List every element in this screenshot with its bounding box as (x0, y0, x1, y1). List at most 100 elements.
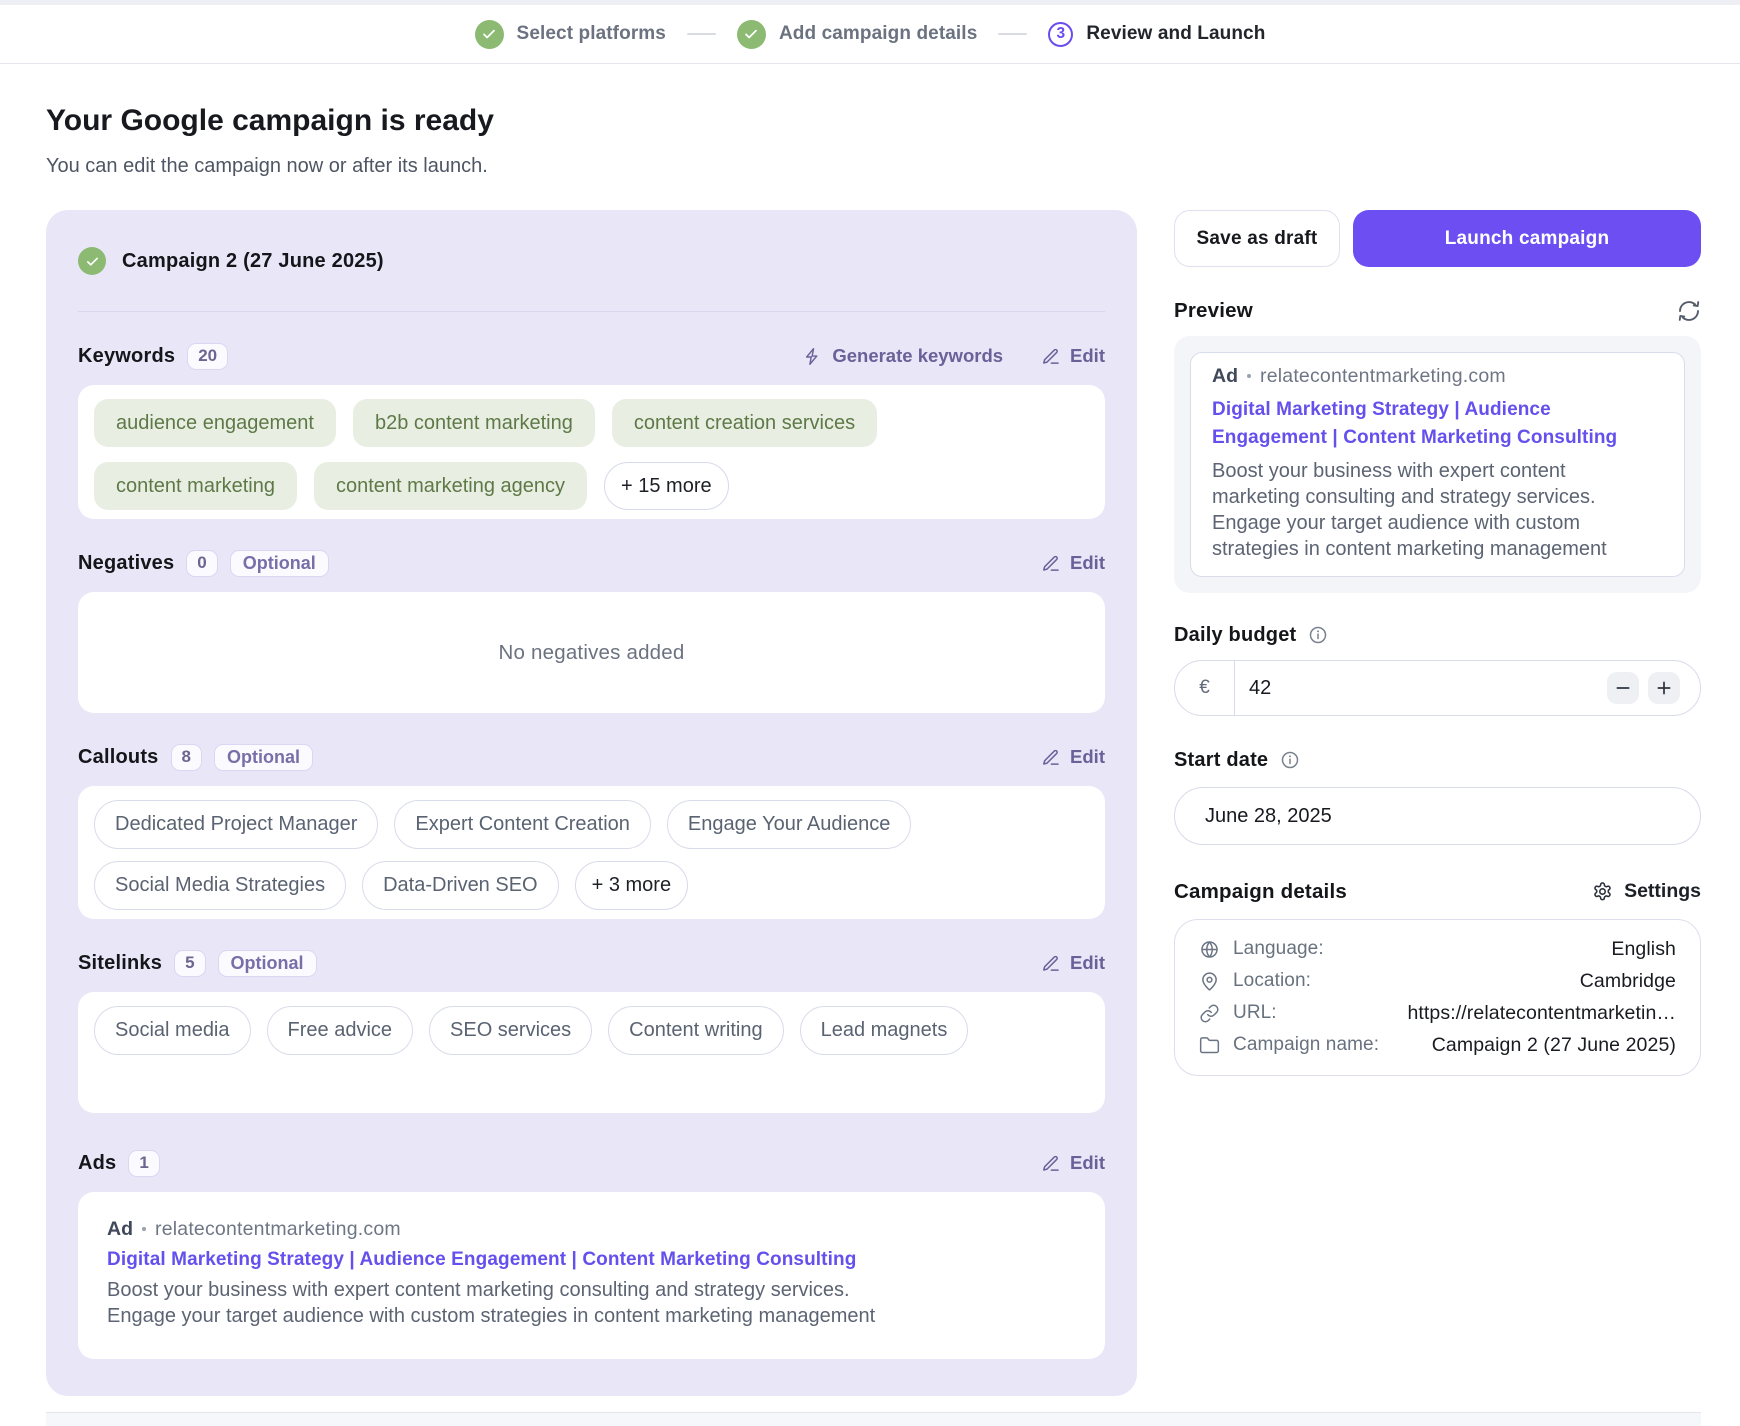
step-review-and-launch[interactable]: 3 Review and Launch (1048, 21, 1265, 47)
edit-ads-button[interactable]: Edit (1041, 1152, 1105, 1174)
daily-budget-input-group: € 42 (1174, 660, 1701, 716)
daily-budget-label-row: Daily budget (1174, 622, 1701, 648)
ad-description-line1: Boost your business with expert content … (107, 1279, 850, 1301)
ad-meta-row: Ad relatecontentmarketing.com (107, 1216, 1076, 1242)
settings-button[interactable]: Settings (1592, 880, 1701, 903)
edit-callouts-button[interactable]: Edit (1041, 746, 1105, 768)
increase-budget-button[interactable] (1648, 672, 1680, 704)
callouts-section-header: Callouts 8 Optional Edit (78, 743, 1105, 771)
step-connector (998, 33, 1028, 35)
edit-label: Edit (1070, 746, 1105, 767)
callout-chip[interactable]: Data-Driven SEO (362, 861, 559, 910)
map-pin-icon (1199, 971, 1220, 992)
sitelinks-section-header: Sitelinks 5 Optional Edit (78, 949, 1105, 977)
ad-preview-container: Ad relatecontentmarketing.com Digital Ma… (1174, 336, 1701, 593)
callouts-card: Dedicated Project Manager Expert Content… (78, 786, 1105, 919)
pencil-icon (1043, 555, 1059, 571)
keywords-section-header: Keywords 20 Generate keywords Edit (78, 342, 1105, 370)
info-icon[interactable] (1308, 625, 1328, 645)
detail-row-language: Language: English (1199, 933, 1676, 965)
edit-sitelinks-button[interactable]: Edit (1041, 952, 1105, 974)
sitelink-chip[interactable]: Content writing (608, 1006, 784, 1055)
keywords-more-button[interactable]: + 15 more (604, 462, 729, 510)
keyword-chip[interactable]: content creation services (611, 399, 878, 447)
keyword-chip[interactable]: audience engagement (94, 399, 336, 447)
campaign-check-icon (78, 247, 106, 275)
negatives-empty-text: No negatives added (498, 640, 685, 664)
ad-description-line2: Engage your target audience with custom … (1212, 512, 1607, 560)
step-add-campaign-details[interactable]: Add campaign details (736, 19, 978, 49)
callout-chip[interactable]: Social Media Strategies (94, 861, 347, 910)
decrease-budget-button[interactable] (1607, 672, 1639, 704)
sitelink-chip[interactable]: Social media (94, 1006, 251, 1055)
plus-icon (1657, 681, 1671, 695)
generate-keywords-button[interactable]: Generate keywords (803, 345, 1003, 367)
ad-separator-dot (1247, 374, 1251, 378)
detail-row-campaign-name: Campaign name: Campaign 2 (27 June 2025) (1199, 1029, 1676, 1061)
keyword-chip[interactable]: content marketing (94, 462, 297, 510)
sitelinks-card: Social media Free advice SEO services Co… (78, 992, 1105, 1113)
launch-campaign-button[interactable]: Launch campaign (1353, 210, 1701, 267)
keywords-title: Keywords (78, 344, 176, 367)
step-connector (686, 33, 716, 35)
info-icon[interactable] (1280, 750, 1300, 770)
generate-keywords-label: Generate keywords (832, 345, 1004, 366)
save-as-draft-button[interactable]: Save as draft (1174, 210, 1340, 267)
detail-value: English (1611, 937, 1676, 960)
detail-value: Cambridge (1579, 969, 1676, 992)
ad-card: Ad relatecontentmarketing.com Digital Ma… (78, 1192, 1105, 1359)
detail-label: URL: (1233, 1002, 1277, 1023)
edit-label: Edit (1070, 952, 1105, 973)
step-select-platforms[interactable]: Select platforms (474, 19, 666, 49)
callouts-optional-badge: Optional (213, 743, 313, 771)
keyword-chip[interactable]: b2b content marketing (352, 399, 595, 447)
negatives-count-badge: 0 (186, 549, 218, 577)
refresh-preview-button[interactable] (1677, 299, 1701, 323)
callouts-count-badge: 8 (170, 743, 202, 771)
ad-tag: Ad (107, 1218, 133, 1240)
sitelink-chip[interactable]: SEO services (429, 1006, 593, 1055)
callout-chip[interactable]: Dedicated Project Manager (94, 800, 379, 849)
step-label: Add campaign details (778, 23, 978, 44)
detail-label: Language: (1233, 938, 1324, 959)
step-done-check-icon (474, 19, 504, 49)
sitelink-chip[interactable]: Lead magnets (799, 1006, 969, 1055)
zap-icon (806, 347, 818, 365)
sitelinks-count-badge: 5 (174, 949, 206, 977)
detail-label: Location: (1233, 970, 1312, 991)
budget-stepper-buttons (1607, 672, 1700, 704)
campaign-details-header: Campaign details Settings (1174, 878, 1701, 905)
page-title: Your Google campaign is ready (46, 104, 494, 137)
keywords-count-badge: 20 (187, 342, 229, 370)
start-date-label-row: Start date (1174, 747, 1701, 773)
pencil-icon (1043, 955, 1059, 971)
sidebar: Save as draft Launch campaign Preview Ad… (1174, 210, 1701, 1076)
bottom-strip (46, 1412, 1701, 1426)
edit-keywords-button[interactable]: Edit (1041, 345, 1105, 367)
edit-negatives-button[interactable]: Edit (1041, 552, 1105, 574)
sitelink-chip[interactable]: Free advice (266, 1006, 414, 1055)
daily-budget-input[interactable]: 42 (1249, 676, 1272, 699)
keyword-chip[interactable]: content marketing agency (313, 462, 588, 510)
preview-title: Preview (1174, 298, 1253, 322)
callouts-more-button[interactable]: + 3 more (574, 861, 689, 910)
detail-value: Campaign 2 (27 June 2025) (1431, 1033, 1676, 1056)
ads-title: Ads (78, 1151, 117, 1174)
callout-chip[interactable]: Engage Your Audience (666, 800, 912, 849)
negatives-section-header: Negatives 0 Optional Edit (78, 549, 1105, 577)
stepper-bar: Select platforms Add campaign details 3 … (0, 5, 1740, 64)
start-date-input[interactable]: June 28, 2025 (1174, 787, 1701, 845)
campaign-title: Campaign 2 (27 June 2025) (122, 249, 384, 272)
page-subtitle: You can edit the campaign now or after i… (46, 155, 488, 177)
divider (78, 311, 1105, 312)
callout-chip[interactable]: Expert Content Creation (394, 800, 651, 849)
campaign-details-card: Language: English Location: Cambridge UR… (1174, 919, 1701, 1076)
campaign-review-panel: Campaign 2 (27 June 2025) Keywords 20 Ge… (46, 210, 1137, 1396)
settings-label: Settings (1624, 880, 1701, 902)
ad-description: Boost your business with expert content … (107, 1278, 1076, 1329)
campaign-details-title: Campaign details (1174, 879, 1347, 903)
campaign-header: Campaign 2 (27 June 2025) (78, 247, 1105, 275)
preview-header: Preview (1174, 297, 1701, 324)
sitelinks-title: Sitelinks (78, 951, 163, 974)
ads-count-badge: 1 (128, 1149, 160, 1177)
